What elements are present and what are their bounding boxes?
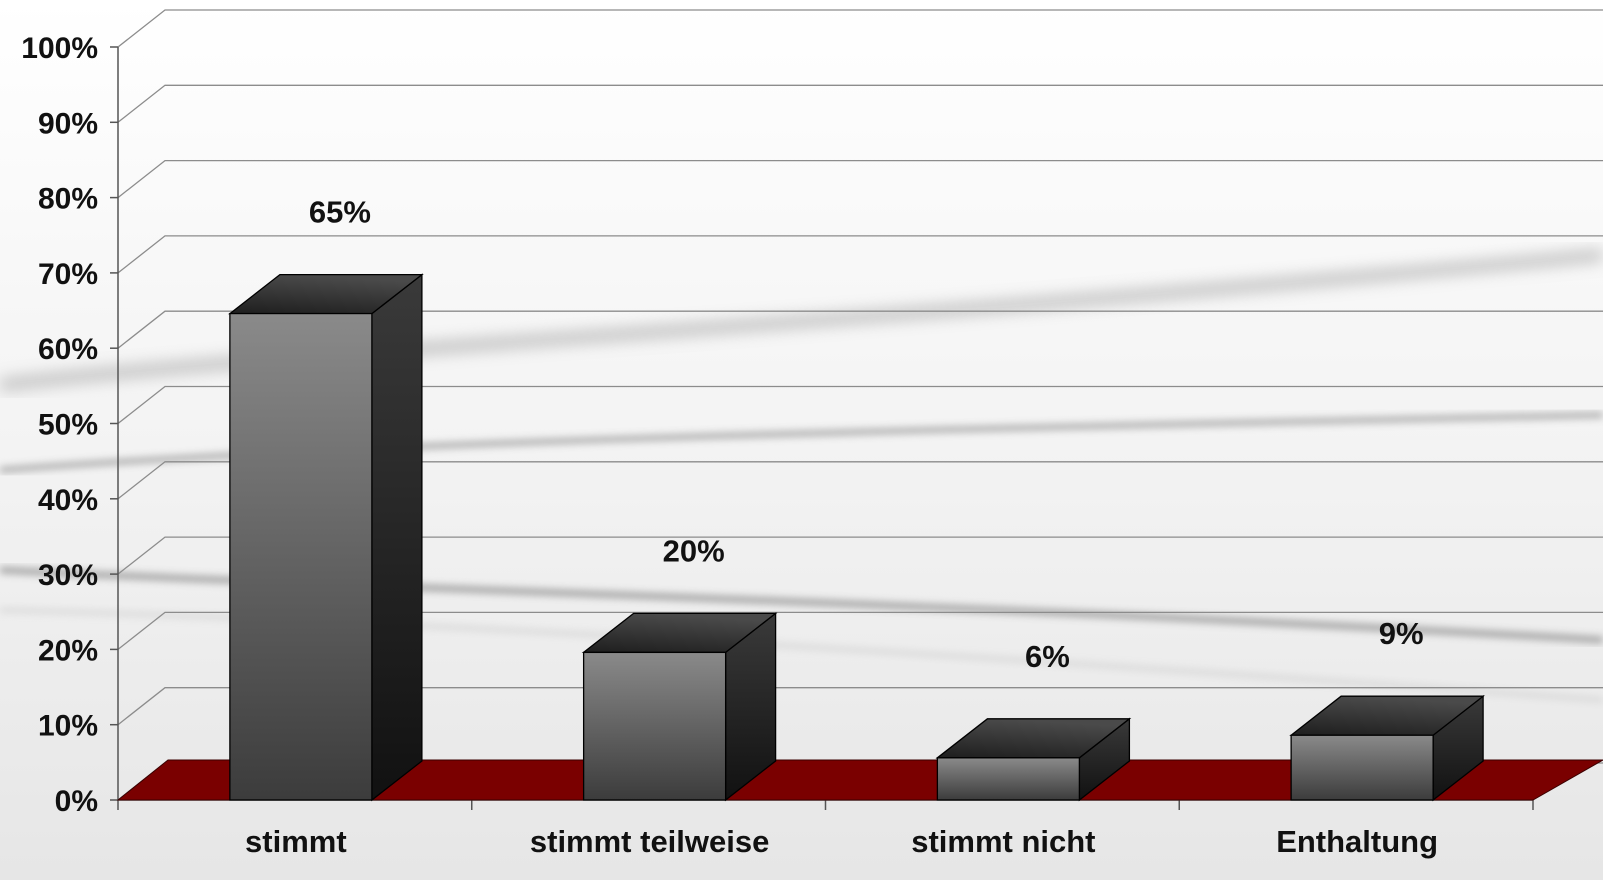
bar-side [371, 273, 423, 802]
gridline [117, 461, 1603, 500]
bar-front [229, 312, 373, 801]
y-tick-label: 90% [38, 107, 98, 140]
y-tick-label: 40% [38, 484, 98, 517]
bar-front [1290, 734, 1434, 801]
bar [581, 612, 778, 802]
data-label: 6% [1025, 639, 1070, 674]
gridlines [117, 9, 1603, 801]
bar [1289, 694, 1485, 802]
category-labels: stimmt stimmt teilweise stimmt nicht Enthal… [245, 824, 1438, 859]
category-label: stimmt teilweise [530, 824, 769, 859]
y-tick-label: 100% [21, 32, 98, 65]
bars [228, 273, 1485, 802]
gridline [117, 84, 1603, 123]
bar [228, 273, 424, 802]
y-tick-label: 10% [38, 710, 98, 743]
gridline [117, 159, 1603, 199]
data-label: 9% [1379, 616, 1424, 651]
gridline [117, 385, 1603, 425]
y-tick-label: 0% [55, 785, 98, 818]
y-tick-label: 20% [38, 634, 98, 667]
bar-front [936, 757, 1081, 801]
data-label: 20% [663, 533, 725, 568]
y-tick-label: 80% [38, 183, 98, 216]
gridline [117, 687, 1603, 726]
gridline [117, 536, 1603, 575]
data-label: 65% [309, 195, 371, 230]
gridline [117, 611, 1603, 650]
y-tick-label: 70% [38, 258, 98, 291]
bar-front [582, 651, 727, 801]
category-label: stimmt nicht [911, 824, 1095, 859]
category-label: stimmt [245, 824, 347, 859]
category-label: Enthaltung [1276, 824, 1438, 859]
bar [935, 717, 1132, 802]
data-labels: 65% 20% 6% 9% [309, 195, 1424, 674]
y-tick-label: 30% [38, 559, 98, 592]
gridline [117, 9, 1603, 48]
y-tick-labels: 0% 10% 20% 30% 40% 50% 60% 70% 80% 90% 100% [21, 32, 98, 818]
gridline [117, 235, 1603, 274]
gridline [117, 310, 1603, 349]
y-tick-label: 60% [38, 333, 98, 366]
y-tick-label: 50% [38, 409, 98, 442]
